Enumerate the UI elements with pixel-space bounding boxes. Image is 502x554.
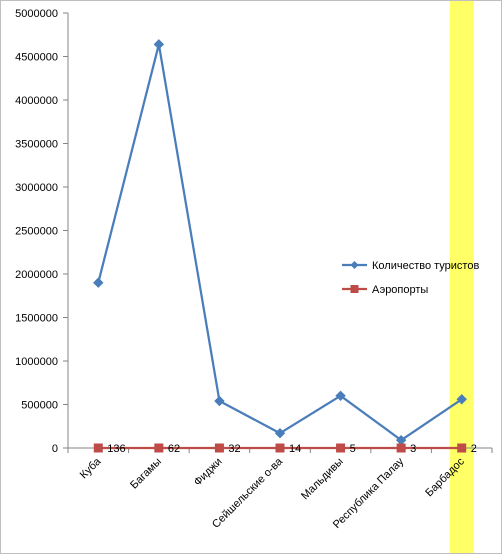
- legend-item: Аэропорты: [342, 284, 428, 296]
- y-tick-label: 5000000: [15, 8, 58, 20]
- data-label: 62: [168, 443, 180, 455]
- y-tick-label: 2500000: [15, 226, 58, 238]
- data-label: 32: [228, 443, 240, 455]
- y-tick-label: 3000000: [15, 182, 58, 194]
- data-point: [214, 443, 224, 453]
- data-point: [456, 394, 467, 405]
- data-point: [335, 390, 346, 402]
- data-point: [274, 428, 286, 439]
- y-tick-label: 4000000: [15, 95, 58, 107]
- series-1: [93, 39, 467, 446]
- data-label: 136: [107, 443, 125, 455]
- y-tick-label: 0: [52, 443, 58, 455]
- legend-marker: [350, 261, 359, 269]
- y-tick-label: 1000000: [15, 356, 58, 368]
- y-tick-label: 1500000: [15, 313, 58, 325]
- data-point: [336, 443, 346, 453]
- plot-area: 136 62 32 14 5 3 2: [93, 39, 477, 455]
- data-label: 5: [350, 443, 356, 455]
- y-tick-label: 3500000: [15, 139, 58, 151]
- legend-label: Количество туристов: [372, 260, 479, 272]
- y-tick-label: 4500000: [15, 52, 58, 64]
- data-point: [154, 443, 164, 453]
- data-point: [153, 39, 165, 50]
- data-point: [93, 443, 103, 453]
- y-axis-ticks: 0 500000 1000000 1500000 2000000 2500000 30000…: [15, 8, 68, 455]
- data-point: [396, 443, 406, 453]
- legend: Количество туристов Аэропорты: [342, 260, 479, 296]
- data-label: 3: [410, 443, 416, 455]
- data-point: [214, 395, 225, 407]
- data-point: [457, 443, 467, 453]
- barbados-highlight: [449, 1, 474, 553]
- y-tick-label: 500000: [21, 400, 58, 412]
- data-label: 14: [289, 443, 301, 455]
- legend-marker: [350, 285, 359, 293]
- y-tick-label: 2000000: [15, 269, 58, 281]
- data-label: 2: [471, 443, 477, 455]
- data-point: [275, 443, 285, 453]
- data-point: [93, 277, 104, 288]
- legend-label: Аэропорты: [372, 284, 428, 296]
- legend-item: Количество туристов: [342, 260, 479, 272]
- series-2: 136 62 32 14 5 3 2: [93, 443, 477, 455]
